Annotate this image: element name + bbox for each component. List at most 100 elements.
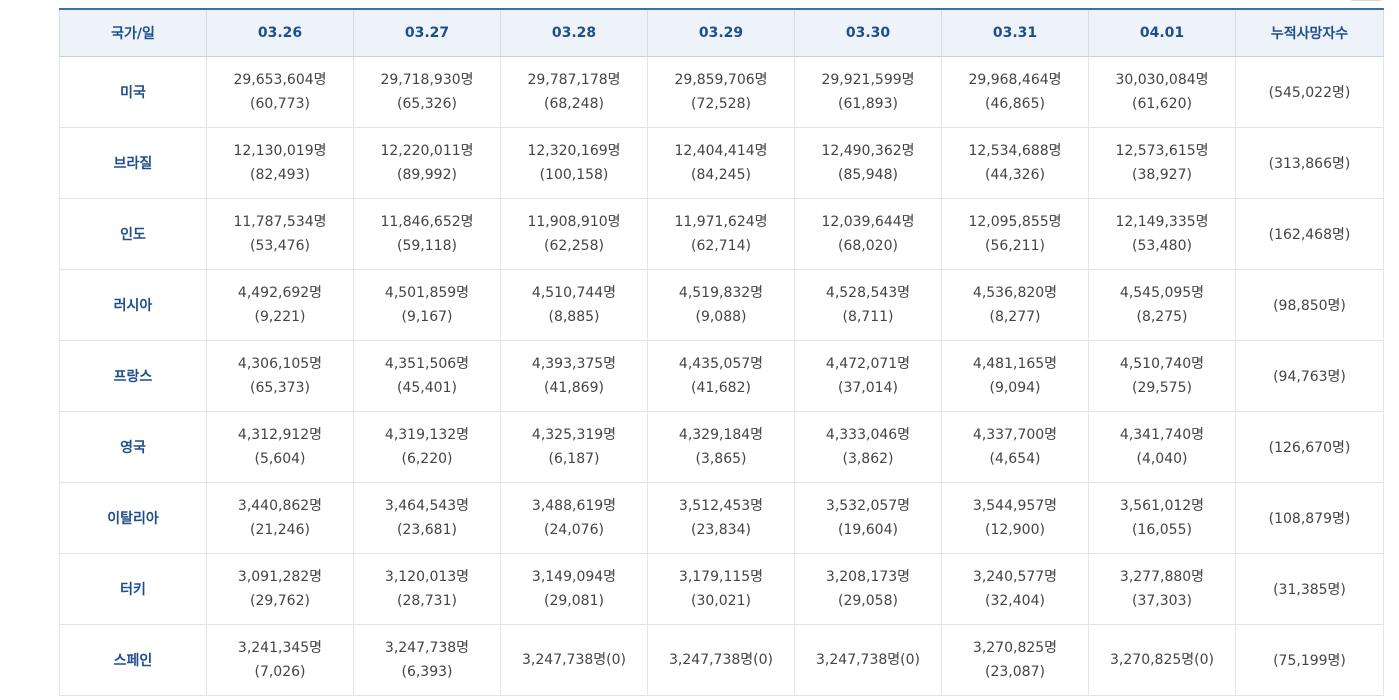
daily-increase: (12,900) bbox=[985, 521, 1045, 538]
case-cell: 12,490,362명 (85,948) bbox=[794, 126, 942, 199]
daily-increase: (24,076) bbox=[544, 521, 604, 538]
table-row: 프랑스 4,306,105명 (65,373) 4,351,506명 (45,401) 4… bbox=[59, 339, 1384, 412]
case-cell: 4,333,046명 (3,862) bbox=[794, 410, 942, 483]
case-cell: 4,325,319명 (6,187) bbox=[500, 410, 648, 483]
case-count-inline: 3,247,738명(0) bbox=[522, 651, 626, 668]
case-count: 4,351,506명 bbox=[384, 355, 470, 372]
case-cell: 29,921,599명 (61,893) bbox=[794, 55, 942, 128]
table-row: 미국 29,653,604명 (60,773) 29,718,930명 (65,326)… bbox=[59, 55, 1384, 128]
daily-increase: (9,094) bbox=[989, 379, 1041, 396]
case-cell: 4,319,132명 (6,220) bbox=[353, 410, 501, 483]
case-count: 4,319,132명 bbox=[384, 426, 470, 443]
case-cell: 3,247,738명(0) bbox=[500, 623, 648, 696]
daily-increase: (29,575) bbox=[1132, 379, 1192, 396]
case-cell: 3,247,738명(0) bbox=[794, 623, 942, 696]
country-name: 이탈리아 bbox=[59, 481, 207, 554]
case-count: 4,545,095명 bbox=[1119, 284, 1205, 301]
case-cell: 3,247,738명(0) bbox=[647, 623, 795, 696]
daily-increase: (9,167) bbox=[401, 308, 453, 325]
case-cell: 4,501,859명 (9,167) bbox=[353, 268, 501, 341]
case-count: 4,393,375명 bbox=[531, 355, 617, 372]
daily-increase: (41,869) bbox=[544, 379, 604, 396]
daily-increase: (82,493) bbox=[250, 166, 310, 183]
case-count: 3,120,013명 bbox=[384, 568, 470, 585]
case-cell: 29,859,706명 (72,528) bbox=[647, 55, 795, 128]
case-cell: 4,306,105명 (65,373) bbox=[206, 339, 354, 412]
unit-note-edge bbox=[1351, 0, 1381, 1]
case-count: 12,095,855명 bbox=[968, 213, 1062, 230]
daily-increase: (68,248) bbox=[544, 95, 604, 112]
cumulative-deaths: (313,866명) bbox=[1235, 126, 1384, 199]
case-count: 12,039,644명 bbox=[821, 213, 915, 230]
case-count: 3,440,862명 bbox=[237, 497, 323, 514]
case-cell: 29,653,604명 (60,773) bbox=[206, 55, 354, 128]
case-cell: 4,545,095명 (8,275) bbox=[1088, 268, 1236, 341]
cumulative-deaths: (31,385명) bbox=[1235, 552, 1384, 625]
case-cell: 3,512,453명 (23,834) bbox=[647, 481, 795, 554]
case-count: 11,971,624명 bbox=[674, 213, 768, 230]
cumulative-deaths: (108,879명) bbox=[1235, 481, 1384, 554]
daily-increase: (46,865) bbox=[985, 95, 1045, 112]
table-row: 러시아 4,492,692명 (9,221) 4,501,859명 (9,167) 4,5… bbox=[59, 268, 1384, 341]
case-cell: 12,534,688명 (44,326) bbox=[941, 126, 1089, 199]
daily-increase: (37,014) bbox=[838, 379, 898, 396]
case-cell: 12,320,169명 (100,158) bbox=[500, 126, 648, 199]
case-count: 12,149,335명 bbox=[1115, 213, 1209, 230]
case-cell: 4,519,832명 (9,088) bbox=[647, 268, 795, 341]
daily-increase: (9,088) bbox=[695, 308, 747, 325]
daily-increase: (68,020) bbox=[838, 237, 898, 254]
daily-increase: (8,885) bbox=[548, 308, 600, 325]
case-cell: 30,030,084명 (61,620) bbox=[1088, 55, 1236, 128]
daily-increase: (29,762) bbox=[250, 592, 310, 609]
daily-increase: (85,948) bbox=[838, 166, 898, 183]
case-count: 4,510,744명 bbox=[531, 284, 617, 301]
case-count: 3,240,577명 bbox=[972, 568, 1058, 585]
country-name: 인도 bbox=[59, 197, 207, 270]
case-count: 29,718,930명 bbox=[380, 71, 474, 88]
case-count: 4,492,692명 bbox=[237, 284, 323, 301]
case-cell: 3,179,115명 (30,021) bbox=[647, 552, 795, 625]
case-count: 11,908,910명 bbox=[527, 213, 621, 230]
case-cell: 12,404,414명 (84,245) bbox=[647, 126, 795, 199]
case-count: 4,435,057명 bbox=[678, 355, 764, 372]
daily-increase: (9,221) bbox=[254, 308, 306, 325]
daily-increase: (53,476) bbox=[250, 237, 310, 254]
case-cell: 3,561,012명 (16,055) bbox=[1088, 481, 1236, 554]
header-date: 03.30 bbox=[794, 8, 942, 57]
country-name: 러시아 bbox=[59, 268, 207, 341]
daily-increase: (3,862) bbox=[842, 450, 894, 467]
case-count: 29,921,599명 bbox=[821, 71, 915, 88]
daily-increase: (45,401) bbox=[397, 379, 457, 396]
daily-increase: (8,277) bbox=[989, 308, 1041, 325]
case-cell: 4,492,692명 (9,221) bbox=[206, 268, 354, 341]
daily-increase: (37,303) bbox=[1132, 592, 1192, 609]
table-body: 미국 29,653,604명 (60,773) 29,718,930명 (65,326)… bbox=[59, 55, 1384, 696]
case-count: 29,968,464명 bbox=[968, 71, 1062, 88]
case-count: 30,030,084명 bbox=[1115, 71, 1209, 88]
daily-increase: (44,326) bbox=[985, 166, 1045, 183]
case-cell: 4,528,543명 (8,711) bbox=[794, 268, 942, 341]
case-cell: 29,787,178명 (68,248) bbox=[500, 55, 648, 128]
daily-increase: (61,620) bbox=[1132, 95, 1192, 112]
case-count: 11,846,652명 bbox=[380, 213, 474, 230]
case-count: 4,481,165명 bbox=[972, 355, 1058, 372]
case-count: 12,220,011명 bbox=[380, 142, 474, 159]
daily-increase: (62,714) bbox=[691, 237, 751, 254]
case-count: 4,312,912명 bbox=[237, 426, 323, 443]
daily-increase: (8,275) bbox=[1136, 308, 1188, 325]
daily-increase: (6,187) bbox=[548, 450, 600, 467]
case-cell: 4,337,700명 (4,654) bbox=[941, 410, 1089, 483]
case-cell: 4,536,820명 (8,277) bbox=[941, 268, 1089, 341]
case-count: 12,320,169명 bbox=[527, 142, 621, 159]
case-cell: 3,544,957명 (12,900) bbox=[941, 481, 1089, 554]
case-cell: 3,149,094명 (29,081) bbox=[500, 552, 648, 625]
header-date: 03.29 bbox=[647, 8, 795, 57]
daily-increase: (29,081) bbox=[544, 592, 604, 609]
case-count: 29,787,178명 bbox=[527, 71, 621, 88]
table-row: 이탈리아 3,440,862명 (21,246) 3,464,543명 (23,681)… bbox=[59, 481, 1384, 554]
case-count: 4,333,046명 bbox=[825, 426, 911, 443]
daily-increase: (30,021) bbox=[691, 592, 751, 609]
case-count-inline: 3,247,738명(0) bbox=[669, 651, 773, 668]
case-cell: 3,247,738명 (6,393) bbox=[353, 623, 501, 696]
daily-increase: (29,058) bbox=[838, 592, 898, 609]
